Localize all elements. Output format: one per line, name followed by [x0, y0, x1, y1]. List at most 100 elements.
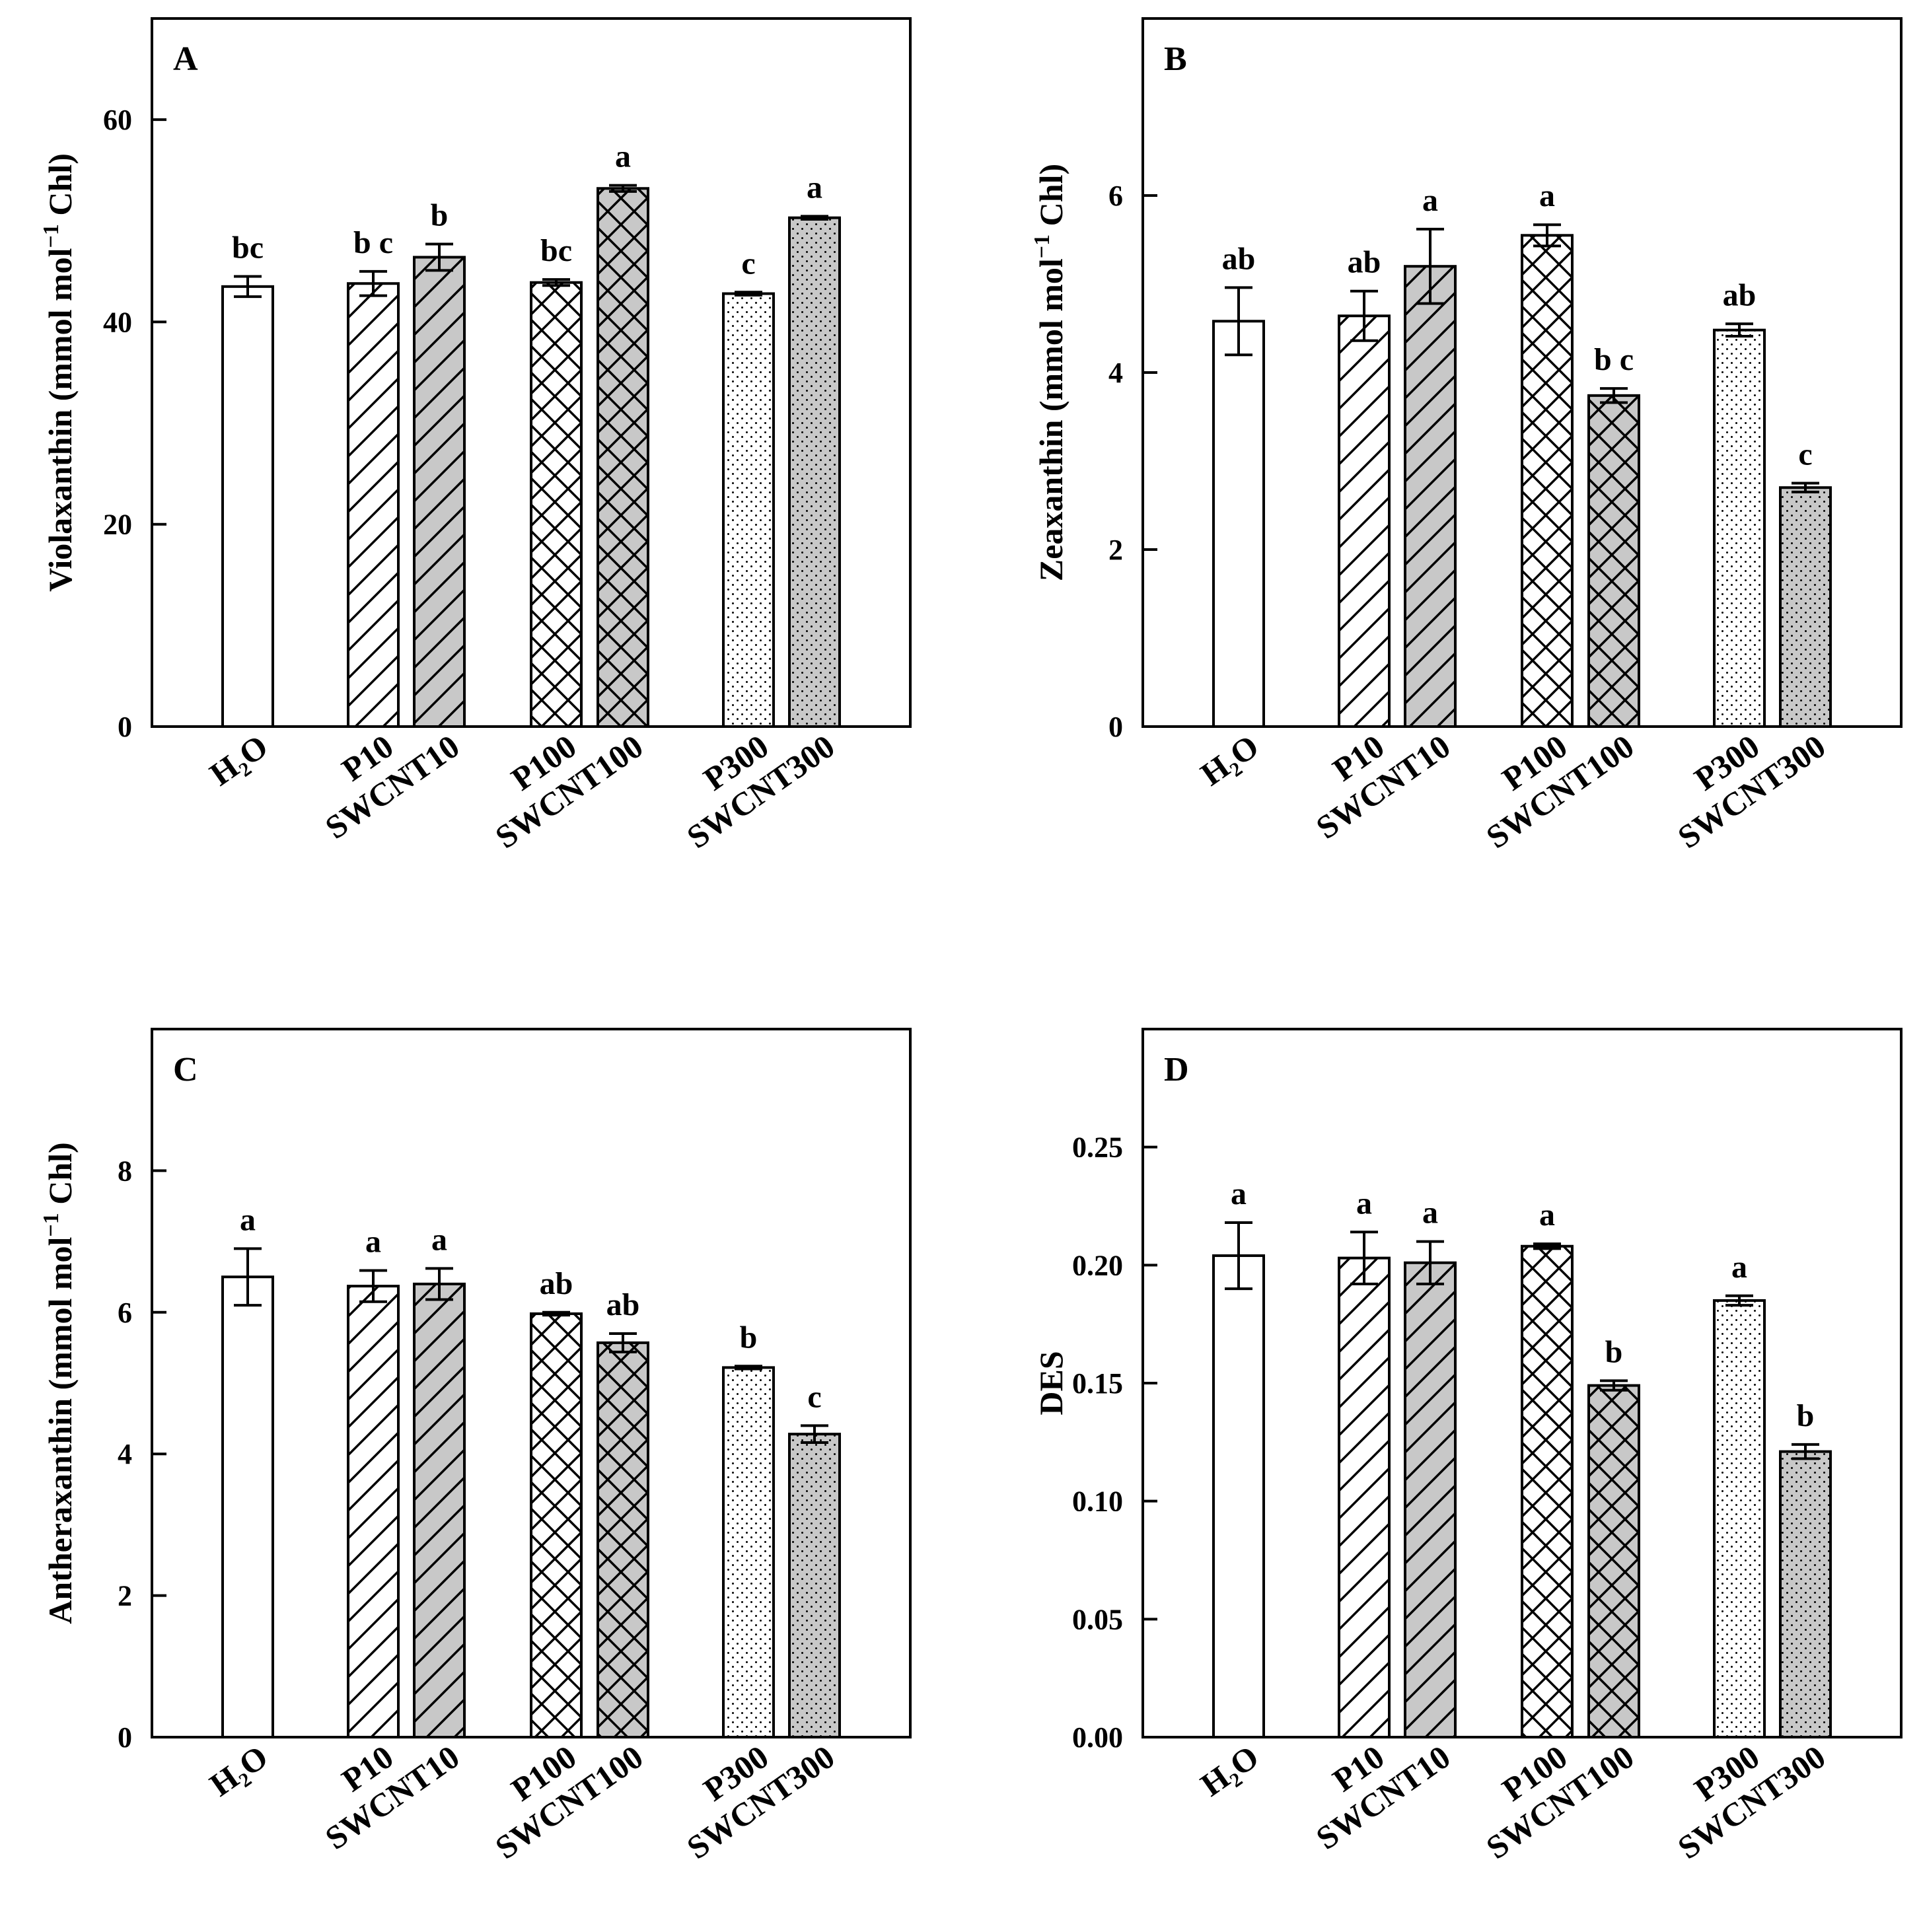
y-tick-label: 8 — [118, 1155, 132, 1187]
significance-letter: a — [1539, 178, 1555, 213]
y-tick-label: 6 — [118, 1297, 132, 1329]
y-tick-label: 40 — [103, 306, 132, 338]
y-tick-label: 0.00 — [1072, 1721, 1123, 1754]
significance-letter: c — [741, 246, 755, 281]
bar-pattern — [1522, 1246, 1572, 1737]
x-tick-label: SWCNT10 — [1309, 1738, 1457, 1857]
y-axis-label: Antheraxanthin (mmol mol−1 Chl) — [39, 1142, 79, 1624]
significance-letter: ab — [606, 1287, 640, 1322]
y-axis-label-main: DES — [1033, 1351, 1069, 1415]
y-axis-label: DES — [1033, 1351, 1069, 1415]
y-tick-label: 20 — [103, 509, 132, 541]
significance-letter: b — [740, 1320, 758, 1355]
x-tick-label: H₂O — [1194, 1738, 1265, 1803]
panel-d-des-chart: D0.000.050.100.150.200.25DESaH₂OaP10aSWC… — [1033, 1028, 1903, 1866]
panel-c-antheraxanthin-chart: C 0 2 4 6 8 Antheraxanthin (mmol mol−1 Chl) a H₂… — [39, 1028, 912, 1866]
y-tick-label: 0.25 — [1072, 1131, 1123, 1164]
y-tick-label: 0.15 — [1072, 1367, 1123, 1400]
y-tick-label: 4 — [1108, 357, 1123, 389]
significance-letter: b — [431, 198, 449, 233]
significance-letter: a — [240, 1202, 256, 1237]
bar-pattern — [348, 1286, 398, 1737]
significance-letter: a — [365, 1225, 381, 1260]
significance-letter: a — [1356, 1186, 1372, 1221]
y-axis-label-end: Chl) — [42, 1142, 79, 1213]
bar-fill — [223, 1277, 273, 1737]
y-tick-label: 2 — [118, 1580, 132, 1612]
significance-letter: ab — [1723, 277, 1757, 312]
significance-letter: ab — [540, 1266, 573, 1301]
bar-pattern — [1339, 316, 1389, 727]
bar-pattern — [1405, 1262, 1455, 1737]
significance-letter: a — [807, 170, 822, 205]
y-axis-label-main: Antheraxanthin (mmol mol — [42, 1237, 79, 1624]
bar-pattern — [789, 1434, 840, 1737]
y-tick-label: 6 — [1108, 180, 1123, 212]
significance-letter: b c — [353, 225, 393, 260]
y-tick-label: 2 — [1108, 534, 1123, 566]
bar-pattern — [1589, 1385, 1639, 1737]
bar-pattern — [414, 1283, 464, 1737]
bar-pattern — [1780, 487, 1830, 727]
y-tick-label: 60 — [103, 104, 132, 136]
significance-letter: b — [1797, 1398, 1815, 1433]
bar-fill — [223, 286, 273, 727]
bar-pattern — [348, 283, 398, 727]
significance-letter: a — [431, 1222, 447, 1257]
bar-pattern — [1780, 1451, 1830, 1737]
bar-pattern — [789, 217, 840, 727]
bar-fill — [1214, 321, 1264, 727]
significance-letter: b — [1605, 1334, 1623, 1369]
significance-letter: bc — [232, 231, 264, 266]
bar-pattern — [598, 1342, 648, 1737]
y-tick-label: 0.20 — [1072, 1249, 1123, 1281]
y-axis-label-main: Violaxanthin (mmol mol — [42, 248, 79, 591]
bar-pattern — [1589, 395, 1639, 727]
y-axis-label-end: Chl) — [42, 153, 79, 224]
significance-letter: c — [807, 1379, 821, 1414]
bar-fill — [1214, 1256, 1264, 1737]
panel-letter: C — [173, 1051, 198, 1089]
y-tick-label: 0 — [1108, 711, 1123, 743]
y-axis-label-sup: −1 — [39, 224, 63, 248]
x-tick-label: SWCNT10 — [318, 727, 466, 846]
significance-letter: a — [615, 139, 631, 174]
bar-pattern — [414, 257, 464, 727]
significance-letter: c — [1798, 437, 1812, 472]
x-tick-label: H₂O — [1194, 727, 1265, 793]
bar-pattern — [531, 1313, 581, 1737]
significance-letter: ab — [1222, 241, 1256, 276]
bar-pattern — [598, 188, 648, 727]
significance-letter: a — [1231, 1176, 1247, 1211]
panel-letter: A — [173, 40, 198, 78]
y-tick-label: 4 — [118, 1438, 132, 1470]
y-axis-label-main: Zeaxanthin (mmol mol — [1033, 258, 1069, 581]
bar-pattern — [1522, 235, 1572, 727]
x-tick-label: H₂O — [203, 727, 274, 793]
panel-letter: B — [1164, 40, 1187, 78]
bar-pattern — [1714, 1300, 1764, 1737]
bar-pattern — [1405, 266, 1455, 727]
x-tick-label: SWCNT10 — [1309, 727, 1457, 846]
y-tick-label: 0.05 — [1072, 1603, 1123, 1635]
significance-letter: ab — [1348, 245, 1381, 280]
y-axis-label-sup: −1 — [1030, 234, 1054, 258]
x-tick-label: SWCNT10 — [318, 1738, 466, 1857]
y-axis-label-sup: −1 — [39, 1213, 63, 1236]
y-tick-label: 0 — [118, 711, 132, 743]
y-tick-label: 0.10 — [1072, 1485, 1123, 1518]
significance-letter: bc — [540, 233, 572, 268]
bar-pattern — [723, 293, 774, 727]
y-axis-label: Zeaxanthin (mmol mol−1 Chl) — [1030, 164, 1069, 581]
significance-letter: a — [1539, 1198, 1555, 1233]
x-tick-label: H₂O — [203, 1738, 274, 1803]
bar-pattern — [1714, 330, 1764, 727]
significance-letter: a — [1422, 1196, 1438, 1231]
bar-pattern — [531, 282, 581, 727]
significance-letter: b c — [1594, 342, 1634, 377]
y-tick-label: 0 — [118, 1721, 132, 1754]
panel-letter: D — [1164, 1051, 1189, 1089]
